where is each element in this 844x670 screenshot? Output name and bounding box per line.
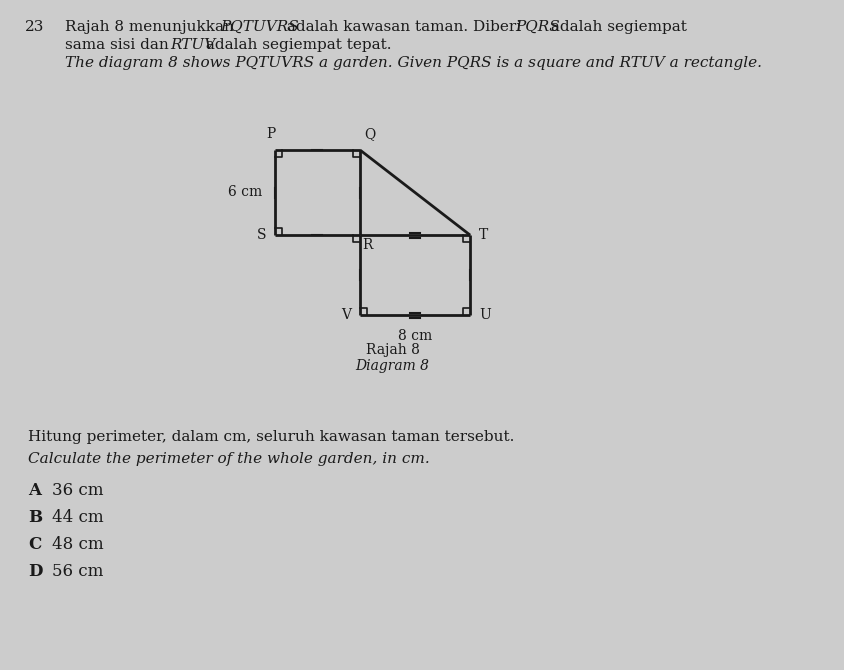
Text: sama sisi dan: sama sisi dan (65, 38, 173, 52)
Text: RTUV: RTUV (170, 38, 215, 52)
Text: adalah kawasan taman. Diberi: adalah kawasan taman. Diberi (282, 20, 525, 34)
Text: Rajah 8: Rajah 8 (365, 343, 419, 357)
Text: adalah segiempat tepat.: adalah segiempat tepat. (201, 38, 391, 52)
Text: 8 cm: 8 cm (398, 329, 431, 343)
Text: Hitung perimeter, dalam cm, seluruh kawasan taman tersebut.: Hitung perimeter, dalam cm, seluruh kawa… (28, 430, 514, 444)
Text: R: R (361, 238, 372, 252)
Text: P: P (266, 127, 275, 141)
Text: C: C (28, 536, 41, 553)
Text: 6 cm: 6 cm (228, 186, 262, 200)
Text: PQTUVRS: PQTUVRS (219, 20, 299, 34)
Text: S: S (257, 228, 266, 242)
Text: 44 cm: 44 cm (52, 509, 104, 526)
Text: PQRS: PQRS (514, 20, 559, 34)
Text: The diagram 8 shows PQTUVRS a garden. Given PQRS is a square and RTUV a rectangl: The diagram 8 shows PQTUVRS a garden. Gi… (65, 56, 761, 70)
Text: Calculate the perimeter of the whole garden, in cm.: Calculate the perimeter of the whole gar… (28, 452, 430, 466)
Text: adalah segiempat: adalah segiempat (545, 20, 686, 34)
Text: V: V (341, 308, 350, 322)
Text: Q: Q (364, 127, 375, 141)
Text: Diagram 8: Diagram 8 (355, 359, 429, 373)
Text: T: T (479, 228, 488, 242)
Text: 48 cm: 48 cm (52, 536, 104, 553)
Text: D: D (28, 563, 42, 580)
Text: 56 cm: 56 cm (52, 563, 103, 580)
Text: 36 cm: 36 cm (52, 482, 103, 499)
Text: B: B (28, 509, 42, 526)
Text: Rajah 8 menunjukkan: Rajah 8 menunjukkan (65, 20, 239, 34)
Text: 23: 23 (25, 20, 45, 34)
Text: U: U (479, 308, 490, 322)
Text: A: A (28, 482, 41, 499)
